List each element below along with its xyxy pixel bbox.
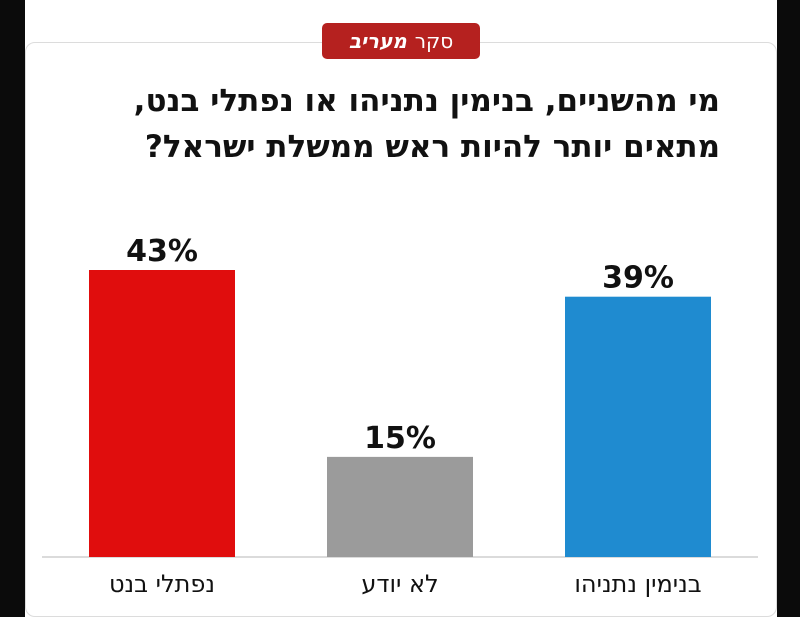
chart-title: מי מהשניים, בנימין נתניהו או נפתלי בנט, …	[60, 78, 720, 170]
bar	[327, 456, 473, 557]
right-dark-edge	[777, 0, 800, 617]
category-label: בנימין נתניהו	[574, 570, 701, 598]
category-label: לא יודע	[361, 570, 438, 598]
bar-value-label: 15%	[364, 421, 436, 456]
title-line-1: מי מהשניים, בנימין נתניהו או נפתלי בנט,	[133, 83, 720, 119]
bar-value-label: 43%	[126, 234, 198, 269]
bar	[89, 270, 235, 557]
poll-badge: סקר מעריב	[322, 23, 480, 59]
title-line-2: מתאים יותר להיות ראש ממשלת ישראל?	[144, 129, 720, 165]
category-label: נפתלי בנט	[109, 570, 215, 598]
badge-brand: מעריב	[348, 29, 407, 53]
bar	[565, 296, 711, 557]
left-dark-edge	[0, 0, 25, 617]
bar-value-label: 39%	[602, 261, 674, 296]
badge-prefix: סקר	[414, 29, 454, 53]
